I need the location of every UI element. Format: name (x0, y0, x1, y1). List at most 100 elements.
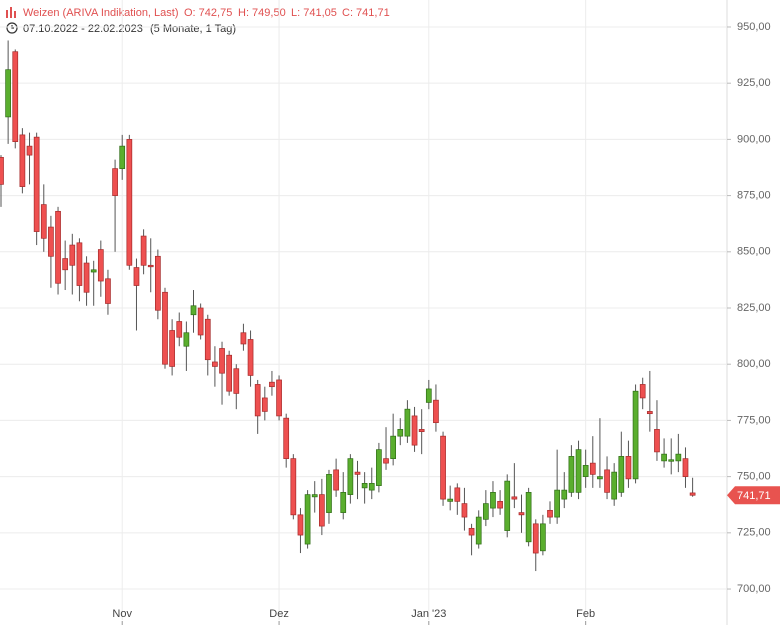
y-tick-label: 775,00 (737, 414, 771, 426)
candle-body (347, 458, 354, 495)
candle-body (97, 249, 104, 282)
candle-body (162, 291, 168, 365)
candle-body (240, 332, 247, 345)
clock-icon (6, 22, 18, 34)
ohlc-low: L: 741,05 (291, 7, 337, 19)
candle-body (554, 489, 560, 518)
y-tick-label: 925,00 (737, 77, 771, 89)
candle-body (83, 262, 90, 293)
candle-body (204, 318, 211, 361)
candle-body (561, 489, 568, 500)
candle-body (105, 278, 111, 304)
candle-body (575, 449, 582, 493)
candle-body (604, 469, 610, 493)
y-tick-label: 900,00 (737, 133, 771, 145)
candle-body (668, 459, 675, 462)
candle-body (126, 139, 133, 266)
candle-body (319, 494, 325, 527)
candle-body (625, 456, 632, 480)
last-price-label: 741,71 (737, 490, 771, 502)
last-price-tag (727, 486, 780, 505)
candle-body (654, 429, 660, 453)
candle-body (112, 168, 118, 196)
candle-body (482, 503, 489, 520)
header-icon (6, 7, 16, 18)
candle-body (0, 157, 4, 185)
candle-body (5, 69, 11, 118)
candle-body (518, 512, 525, 516)
candle-body (55, 210, 61, 284)
y-tick-label: 800,00 (737, 358, 771, 370)
candle-body (326, 474, 332, 513)
y-tick-label: 950,00 (737, 21, 771, 33)
candle-body (226, 354, 233, 392)
candle-body (361, 483, 368, 489)
candle-body (304, 494, 311, 545)
y-tick-label: 750,00 (737, 471, 771, 483)
candle-body (447, 498, 454, 502)
candle-body (269, 381, 275, 388)
y-tick-label: 850,00 (737, 246, 771, 258)
candle-body (646, 411, 653, 415)
y-tick-label: 875,00 (737, 189, 771, 201)
y-tick-label: 825,00 (737, 302, 771, 314)
candle-body (504, 480, 511, 531)
candle-body (69, 244, 76, 266)
candle-body (390, 435, 396, 459)
candle-body (490, 492, 496, 509)
candle-body (433, 399, 439, 424)
x-tick-label: Jan '23 (411, 608, 446, 620)
candle-body (190, 305, 197, 316)
candle-body (383, 458, 389, 464)
candle-body (311, 494, 318, 498)
y-tick-label: 700,00 (737, 583, 771, 595)
candle-body (404, 408, 411, 437)
candle-body (90, 269, 97, 273)
period: 07.10.2022 - 22.02.2023 (23, 23, 143, 35)
candle-body (611, 471, 618, 500)
candle-body (197, 307, 204, 336)
candle-body (354, 471, 361, 475)
candle-body (511, 496, 518, 500)
candle-body (12, 51, 19, 142)
candle-body (639, 384, 646, 399)
candle-body (675, 453, 682, 462)
candle-body (119, 145, 126, 169)
candle-body (454, 487, 461, 502)
candle-body (33, 136, 40, 232)
candle-body (40, 204, 47, 239)
candle-body (468, 527, 475, 536)
candle-body (540, 523, 546, 552)
candle-body (411, 415, 418, 446)
candle-body (219, 348, 225, 374)
candle-body (568, 456, 575, 493)
candle-body (147, 264, 154, 268)
candle-body (247, 339, 254, 376)
candle-body (425, 388, 432, 403)
candle-body (397, 429, 404, 437)
candle-body (582, 465, 589, 477)
candle-body (497, 500, 503, 509)
candle-body (169, 330, 175, 367)
candle-body (62, 258, 69, 271)
period-note: (5 Monate, 1 Tag) (150, 23, 236, 35)
candle-body (525, 492, 532, 543)
chart-title: Weizen (ARIVA Indikation, Last) (23, 7, 179, 19)
candle-body (254, 384, 261, 417)
candle-body (532, 523, 539, 554)
x-tick-label: Feb (576, 608, 595, 620)
candle-body (19, 134, 26, 187)
candle-body (133, 267, 140, 286)
candle-body (183, 332, 190, 347)
candle-body (297, 514, 304, 536)
candle-body (26, 145, 33, 156)
candle-body (290, 458, 297, 516)
candle-body (461, 503, 468, 518)
candle-body (212, 361, 218, 367)
ohlc-open: O: 742,75 (184, 7, 232, 19)
candle-body (440, 435, 446, 500)
candle-body (340, 492, 347, 513)
candle-body (661, 453, 667, 462)
x-tick-label: Nov (112, 608, 132, 620)
candle-body (333, 469, 339, 491)
